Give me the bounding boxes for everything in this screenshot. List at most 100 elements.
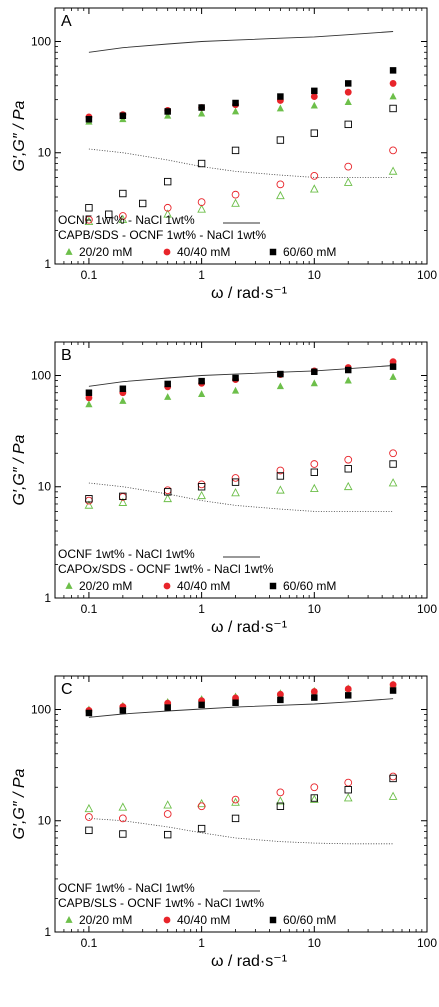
reference-g-prime-line: [88, 365, 394, 387]
g-prime-point: [310, 379, 318, 387]
legend-entry: 20/20 mM: [79, 913, 132, 927]
x-axis-label: ω / rad·s⁻¹: [211, 953, 287, 970]
reference-g-double-prime-line: [88, 482, 394, 512]
g-prime-point: [164, 380, 171, 388]
g-double-prime-point: [163, 203, 172, 212]
g-double-prime-point: [85, 495, 93, 503]
g-double-prime-point: [388, 478, 398, 487]
g-prime-point: [277, 370, 284, 378]
y-axis-label: G′,G″ / Pa: [11, 434, 28, 505]
legend-marker: [163, 248, 171, 256]
g-prime-point: [344, 80, 352, 87]
chart-panel-a: 0.1 1 10 100 1 10 100 ω / rad·s⁻¹ G′,G″ / Pa A OCN…: [11, 7, 437, 302]
g-double-prime-point: [163, 493, 173, 503]
g-prime-point: [344, 88, 352, 96]
g-prime-point: [277, 696, 284, 704]
legend-entry: 40/40 mM: [177, 245, 230, 259]
g-prime-point: [310, 101, 318, 109]
g-prime-point: [276, 382, 284, 390]
legend-entry: 60/60 mM: [283, 913, 336, 927]
legend-entry: 20/20 mM: [79, 579, 132, 593]
g-prime-point: [232, 374, 239, 382]
legend-entry: 60/60 mM: [283, 579, 336, 593]
g-double-prime-point: [276, 136, 285, 144]
legend-entry: 20/20 mM: [79, 245, 132, 259]
g-double-prime-point: [163, 486, 172, 495]
g-double-prime-point: [389, 146, 397, 155]
g-double-prime-point: [343, 793, 353, 802]
x-tick-label: 0.1: [81, 268, 98, 282]
g-prime-point: [198, 390, 206, 398]
legend-marker: [163, 582, 171, 590]
g-double-prime-point: [276, 796, 285, 805]
legend-entry: 40/40 mM: [177, 913, 230, 927]
g-prime-point: [344, 685, 352, 693]
g-double-prime-point: [197, 480, 206, 489]
x-tick-label: 100: [417, 268, 437, 282]
g-double-prime-point: [389, 774, 397, 783]
g-double-prime-point: [276, 802, 285, 810]
g-prime-point: [164, 111, 172, 119]
g-prime-point: [198, 109, 206, 117]
g-double-prime-point: [389, 460, 397, 468]
g-prime-point: [198, 104, 205, 111]
g-double-prime-point: [344, 120, 352, 129]
g-prime-point: [164, 393, 172, 400]
chart-panel-b: 0.1 1 10 100 1 10 100 ω / rad·s⁻¹ G′,G″ / Pa B OCN…: [11, 341, 437, 636]
g-double-prime-point: [310, 783, 319, 792]
legend-marker: [65, 248, 73, 255]
g-prime-point: [311, 368, 318, 376]
g-prime-point: [389, 363, 397, 370]
g-prime-point: [232, 699, 239, 706]
g-double-prime-point: [343, 177, 353, 186]
g-prime-point: [389, 358, 397, 366]
g-prime-point: [344, 98, 352, 106]
y-tick-label: 100: [31, 702, 51, 716]
y-tick-label: 100: [31, 368, 51, 382]
g-double-prime-point: [231, 487, 240, 497]
g-prime-point: [164, 704, 171, 711]
reference-g-double-prime-line: [88, 818, 394, 845]
g-double-prime-point: [105, 210, 113, 218]
g-prime-point: [389, 687, 397, 694]
legend-marker: [269, 248, 277, 256]
g-prime-point: [119, 385, 127, 392]
g-prime-point: [85, 389, 93, 396]
panel-label: B: [61, 347, 72, 364]
g-double-prime-point: [85, 215, 93, 224]
g-double-prime-point: [197, 824, 206, 833]
legend-title: CAPB/SLS - OCNF 1wt% - NaCl 1wt%: [58, 896, 264, 910]
g-prime-point: [277, 93, 284, 100]
g-double-prime-point: [197, 483, 206, 491]
g-prime-point: [164, 108, 171, 115]
g-prime-point: [310, 688, 318, 695]
g-double-prime-point: [197, 159, 206, 168]
g-prime-point: [389, 67, 397, 74]
x-tick-label: 1: [198, 602, 205, 616]
legend-entry: 60/60 mM: [283, 245, 336, 259]
g-double-prime-point: [118, 212, 127, 220]
g-double-prime-point: [309, 184, 319, 193]
g-double-prime-point: [231, 797, 240, 806]
g-prime-point: [119, 397, 127, 404]
g-double-prime-point: [276, 788, 285, 797]
g-prime-point: [389, 681, 397, 689]
y-tick-label: 1: [44, 925, 51, 939]
legend-marker: [163, 916, 171, 924]
legend-reference-label: OCNF 1wt% - NaCl 1wt%: [58, 881, 195, 895]
g-prime-point: [389, 373, 397, 380]
g-double-prime-point: [85, 826, 93, 835]
g-prime-point: [85, 400, 93, 408]
g-prime-point: [231, 386, 240, 394]
g-double-prime-point: [276, 466, 285, 475]
g-prime-point: [344, 692, 352, 699]
legend-entry: 40/40 mM: [177, 579, 230, 593]
y-axis-label: G′,G″ / Pa: [11, 100, 28, 171]
x-tick-label: 10: [308, 268, 322, 282]
g-double-prime-point: [197, 204, 206, 213]
g-double-prime-point: [388, 166, 398, 175]
g-double-prime-point: [197, 198, 206, 206]
y-tick-label: 10: [38, 480, 52, 494]
legend-marker: [65, 582, 73, 589]
